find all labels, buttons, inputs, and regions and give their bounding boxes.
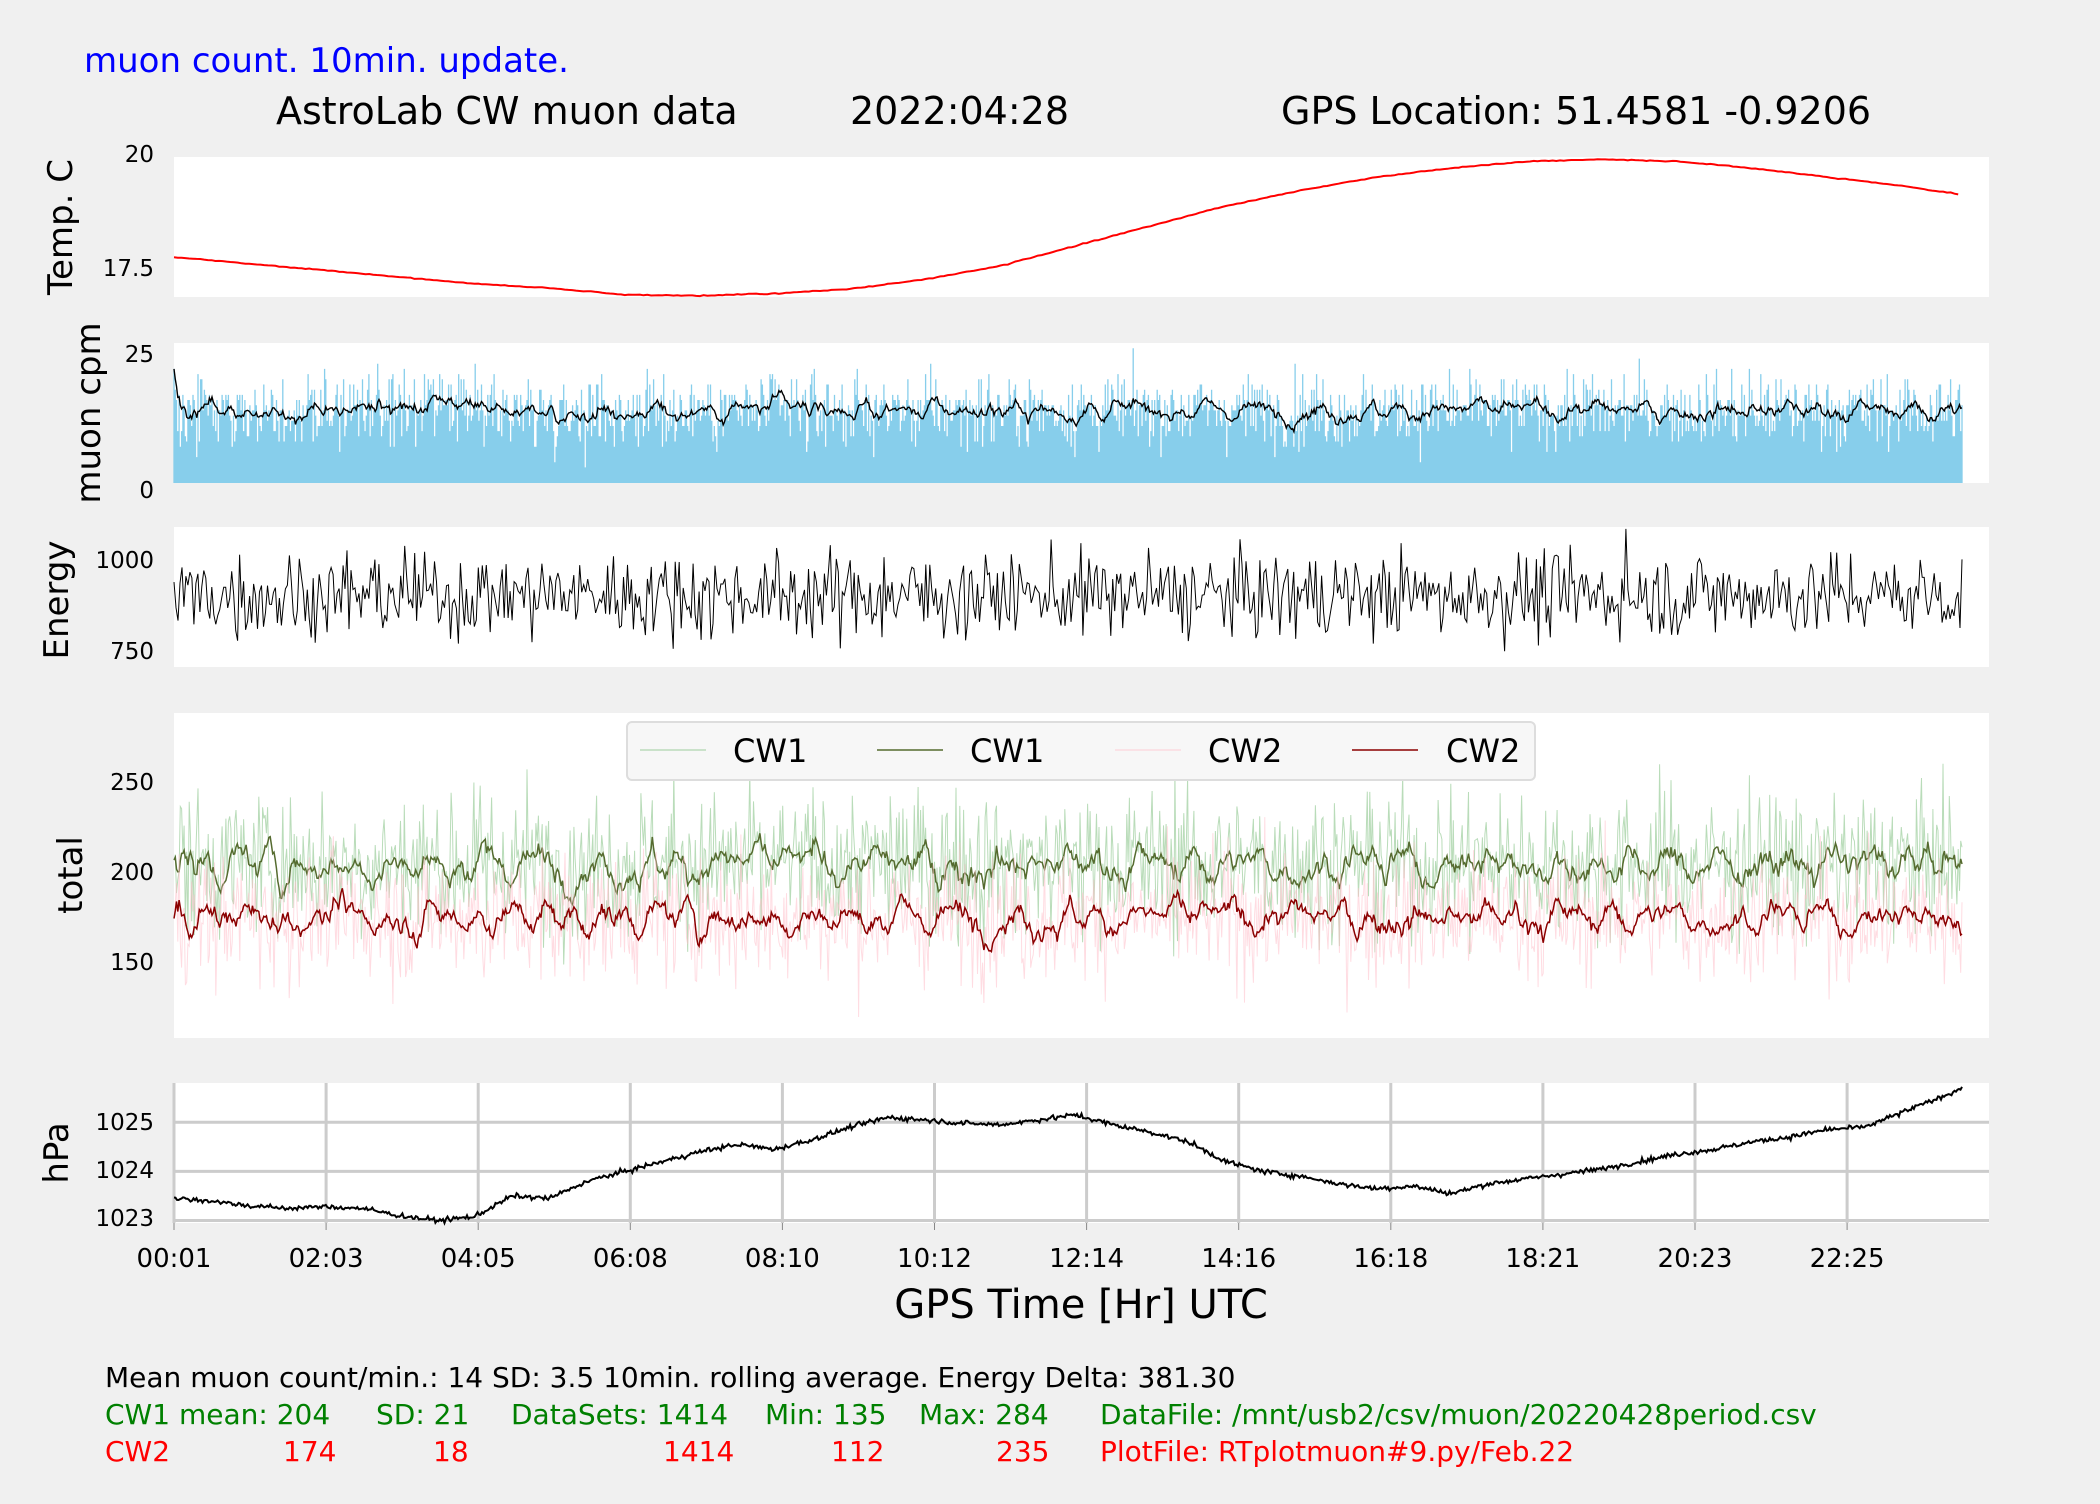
cw2-sd: 18 bbox=[433, 1435, 469, 1468]
muon-rolling-line bbox=[173, 368, 1963, 435]
total-cw2-rolling bbox=[173, 888, 1963, 953]
cw2-datasets: 1414 bbox=[663, 1435, 734, 1468]
muon-ylabel: muon cpm bbox=[69, 322, 109, 503]
pressure-grid bbox=[172, 1083, 1989, 1223]
legend-label-cw1-avg: CW1 bbox=[970, 732, 1044, 770]
energy-line bbox=[173, 528, 1963, 652]
temp-ytick: 17.5 bbox=[103, 256, 154, 282]
total-ytick: 200 bbox=[110, 860, 154, 886]
update-note: muon count. 10min. update. bbox=[84, 41, 569, 81]
temp-ytick: 20 bbox=[125, 142, 154, 168]
energy-series bbox=[173, 528, 1963, 652]
energy-ylabel: Energy bbox=[37, 540, 77, 659]
legend-label-cw2-avg: CW2 bbox=[1446, 732, 1520, 770]
legend-label-cw2-raw: CW2 bbox=[1208, 732, 1282, 770]
x-tick-label: 16:18 bbox=[1353, 1244, 1428, 1274]
muon-rolling-series bbox=[173, 368, 1963, 435]
stats-cw1-row: CW1 mean: 204 SD: 21 DataSets: 1414 Min:… bbox=[105, 1398, 1817, 1431]
cw1-min: Min: 135 bbox=[765, 1398, 886, 1431]
x-tick-label: 18:21 bbox=[1505, 1244, 1580, 1274]
x-axis-label: GPS Time [Hr] UTC bbox=[894, 1282, 1268, 1328]
pressure-ytick: 1023 bbox=[95, 1206, 154, 1232]
pressure-ytick: 1025 bbox=[95, 1110, 154, 1136]
legend: CW1 CW1 CW2 CW2 bbox=[626, 721, 1536, 781]
cw1-mean: CW1 mean: 204 bbox=[105, 1398, 330, 1431]
total-ytick: 150 bbox=[110, 950, 154, 976]
pressure-series bbox=[173, 1086, 1963, 1226]
x-tick-label: 02:03 bbox=[289, 1244, 364, 1274]
total-ylabel: total bbox=[51, 836, 91, 914]
cw2-min: 112 bbox=[831, 1435, 884, 1468]
pressure-panel bbox=[174, 1083, 1989, 1223]
total-cw2-raw bbox=[173, 817, 1963, 1018]
pressure-ytick: 1024 bbox=[95, 1158, 154, 1184]
temp-panel bbox=[174, 157, 1989, 297]
stats-cw2-row: CW2 174 18 1414 112 235 PlotFile: RTplot… bbox=[105, 1435, 1574, 1468]
chart-title: AstroLab CW muon data bbox=[276, 89, 738, 133]
cw2-plotfile: PlotFile: RTplotmuon#9.py/Feb.22 bbox=[1100, 1435, 1574, 1468]
x-tick-label: 00:01 bbox=[137, 1244, 212, 1274]
cw2-max: 235 bbox=[996, 1435, 1049, 1468]
stats-line-1: Mean muon count/min.: 14 SD: 3.5 10min. … bbox=[105, 1361, 1235, 1394]
cw2-name: CW2 bbox=[105, 1435, 170, 1468]
muon-ytick: 0 bbox=[139, 478, 154, 504]
temp-ylabel: Temp. C bbox=[41, 159, 81, 296]
cw1-datasets: DataSets: 1414 bbox=[511, 1398, 728, 1431]
total-ytick: 250 bbox=[110, 770, 154, 796]
pressure-line bbox=[173, 1086, 1963, 1226]
pressure-ylabel: hPa bbox=[37, 1122, 77, 1183]
x-tick-label: 10:12 bbox=[897, 1244, 972, 1274]
legend-label-cw1-raw: CW1 bbox=[733, 732, 807, 770]
temp-series bbox=[173, 158, 1959, 298]
x-axis-ticks: 00:01 02:03 04:05 06:08 08:10 10:12 12:14 14:16… bbox=[137, 1223, 1885, 1274]
x-tick-label: 12:14 bbox=[1049, 1244, 1124, 1274]
muon-bars bbox=[173, 348, 1963, 483]
x-tick-label: 06:08 bbox=[593, 1244, 668, 1274]
x-tick-label: 04:05 bbox=[441, 1244, 516, 1274]
cw1-sd: SD: 21 bbox=[376, 1398, 469, 1431]
x-tick-label: 22:25 bbox=[1810, 1244, 1885, 1274]
temp-line bbox=[173, 158, 1959, 298]
cw2-mean: 174 bbox=[283, 1435, 336, 1468]
legend-box bbox=[626, 721, 1536, 781]
total-cw1-raw bbox=[173, 763, 1963, 965]
energy-ytick: 750 bbox=[110, 639, 154, 665]
energy-ytick: 1000 bbox=[95, 548, 154, 574]
gps-location: GPS Location: 51.4581 -0.9206 bbox=[1281, 89, 1871, 133]
x-tick-label: 08:10 bbox=[745, 1244, 820, 1274]
chart-date: 2022:04:28 bbox=[850, 89, 1069, 133]
x-tick-label: 14:16 bbox=[1201, 1244, 1276, 1274]
cw1-max: Max: 284 bbox=[919, 1398, 1049, 1431]
muon-ytick: 25 bbox=[125, 342, 154, 368]
total-cw1-rolling bbox=[173, 833, 1963, 907]
cw1-datafile: DataFile: /mnt/usb2/csv/muon/20220428per… bbox=[1100, 1398, 1817, 1431]
total-lines bbox=[173, 763, 1963, 1018]
muon-bar-series bbox=[173, 348, 1963, 483]
x-tick-label: 20:23 bbox=[1658, 1244, 1733, 1274]
